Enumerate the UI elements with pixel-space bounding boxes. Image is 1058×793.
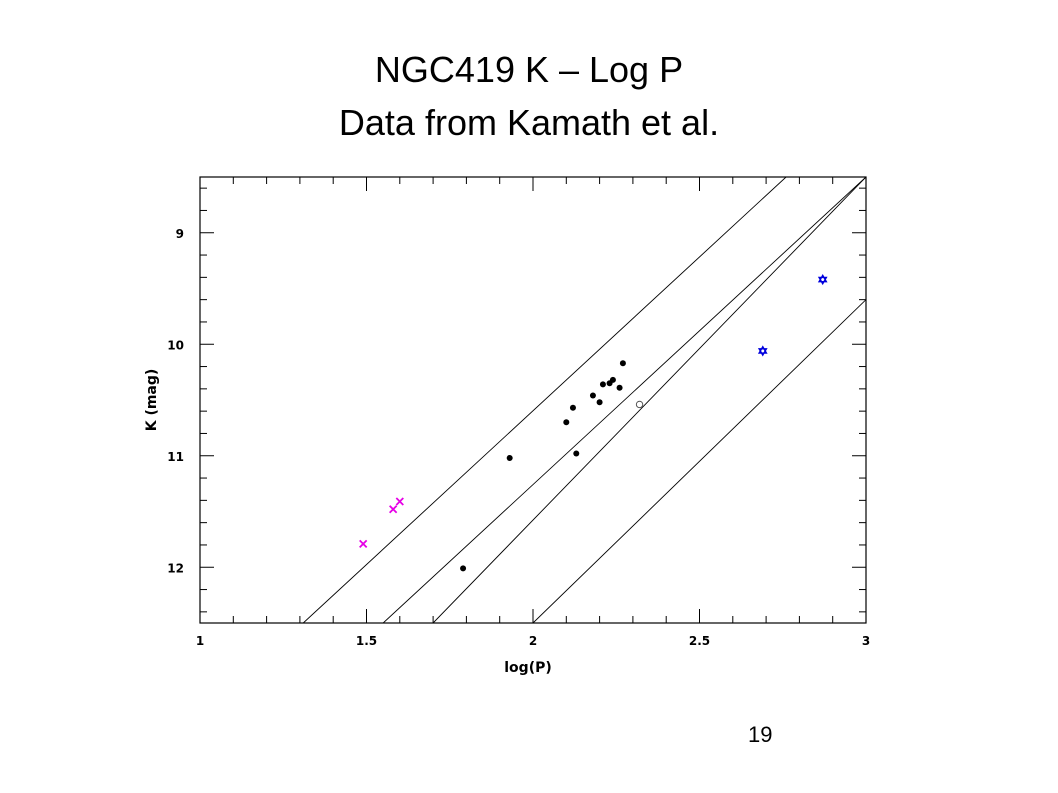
y-axis-label: K (mag) bbox=[144, 369, 160, 432]
data-point-filled-circle bbox=[506, 454, 513, 461]
fit-lines bbox=[302, 177, 866, 623]
data-point-filled-circle bbox=[569, 404, 576, 411]
axis-ticks: 1 1.5 2 2.5 3 9 10 11 12 bbox=[167, 177, 870, 648]
data-point-filled-circle bbox=[589, 392, 596, 399]
data-point-filled-circle bbox=[619, 360, 626, 367]
plot-frame bbox=[199, 176, 867, 624]
x-tick-label: 1 bbox=[196, 634, 204, 648]
page-number: 19 bbox=[748, 722, 773, 747]
slide-subtitle: Data from Kamath et al. bbox=[338, 102, 720, 143]
data-point-cross bbox=[395, 497, 404, 506]
x-tick-label: 2 bbox=[529, 634, 537, 648]
y-tick-label: 12 bbox=[167, 561, 184, 575]
data-points bbox=[359, 273, 828, 572]
y-tick-label: 11 bbox=[167, 450, 184, 464]
y-tick-label: 9 bbox=[176, 227, 184, 241]
data-point-filled-circle bbox=[599, 381, 606, 388]
x-tick-label: 2.5 bbox=[689, 634, 710, 648]
x-tick-label: 3 bbox=[862, 634, 870, 648]
data-point-star bbox=[817, 273, 828, 286]
x-tick-label: 1.5 bbox=[356, 634, 377, 648]
data-point-filled-circle bbox=[460, 565, 467, 572]
fit-line-4 bbox=[532, 299, 866, 623]
data-point-filled-circle bbox=[573, 450, 580, 457]
data-point-open-circle bbox=[635, 400, 644, 409]
data-point-filled-circle bbox=[563, 419, 570, 426]
data-point-cross bbox=[389, 505, 398, 514]
data-point-cross bbox=[359, 539, 368, 548]
fit-line-3 bbox=[432, 177, 866, 623]
fit-line-2 bbox=[382, 177, 866, 623]
data-point-filled-circle bbox=[616, 384, 623, 391]
data-point-star bbox=[757, 345, 768, 357]
fit-line-1 bbox=[302, 177, 787, 623]
y-tick-label: 10 bbox=[167, 338, 184, 352]
data-point-filled-circle bbox=[596, 399, 603, 406]
slide-title: NGC419 K – Log P bbox=[374, 49, 684, 90]
data-point-filled-circle bbox=[609, 376, 616, 383]
x-axis-label: log(P) bbox=[504, 660, 552, 676]
